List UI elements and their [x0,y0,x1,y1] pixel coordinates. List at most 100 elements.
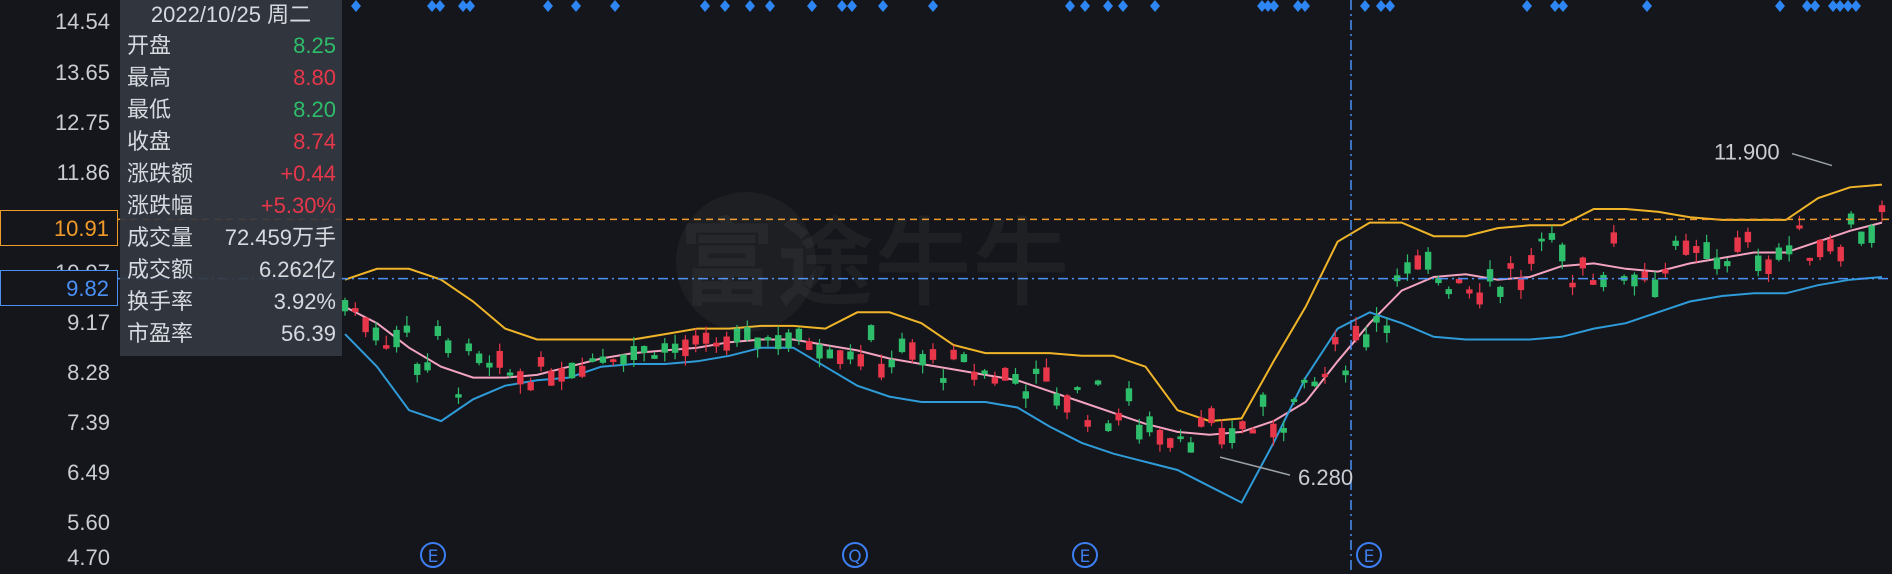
event-dot [1558,0,1568,12]
event-dot [807,0,817,12]
candle-body [836,350,844,365]
candle-body [1435,278,1442,284]
candle-body [527,382,534,391]
event-dot [928,0,938,12]
low-marker-label: 6.280 [1298,465,1353,490]
candle-body [950,349,957,360]
candle-body [1837,246,1844,262]
candle-body [1032,368,1040,374]
high-marker-label: 11.900 [1714,140,1780,165]
candle-body [640,346,648,353]
candle-body [1693,246,1700,253]
event-dot [351,0,361,12]
candle-body [1218,427,1226,445]
low-marker-leader [1219,456,1291,476]
candle-body [1559,244,1566,262]
candle-body [1125,388,1133,402]
candle-body [1270,423,1277,438]
candle-body [1084,420,1091,427]
candle-body [1373,316,1380,323]
info-row-close: 收盘 8.74 [120,126,342,158]
event-dot [1522,0,1532,12]
info-value: 8.20 [293,97,336,122]
candle-body [465,343,472,352]
candle-body [1332,337,1339,345]
event-dot [1150,0,1160,12]
candle-body [1105,423,1112,432]
candle-body [1352,325,1360,341]
info-value: +0.44 [280,161,336,186]
candle-body [1197,417,1205,427]
event-dot [1300,0,1310,12]
candle-body [1806,257,1813,261]
event-dot [1843,0,1853,12]
y-axis-label: 12.75 [54,110,110,135]
candle-body [1342,370,1349,376]
event-dot [1550,0,1560,12]
event-badge-earnings[interactable]: E [1072,542,1098,568]
candle-body [372,327,380,341]
y-axis-label: 6.49 [67,460,110,485]
candle-body [971,371,978,380]
candle-body [558,368,565,382]
candle-body [1579,257,1587,269]
candle-body [1136,424,1143,440]
candle-body [1012,374,1019,384]
candle-body [723,336,730,351]
candle-body [713,342,720,347]
candle-body [1424,251,1432,270]
info-label: 最高 [127,65,172,90]
ma-line-pink [344,221,1883,436]
current-price-tag: 10.91 [0,210,118,246]
candle-body [661,343,668,353]
candle-body [1569,282,1576,288]
candle-body [1239,421,1246,430]
info-row-change: 涨跌额 +0.44 [120,158,342,190]
event-dot [1802,0,1812,12]
candle-body [610,359,617,362]
candle-body [785,332,792,348]
candle-body [1775,247,1783,260]
event-badge-earnings[interactable]: E [420,542,446,568]
event-dot [1263,0,1273,12]
candle-body [1393,275,1401,282]
candle-body [888,359,895,368]
candle-body [1517,277,1525,291]
candle-body [1651,279,1659,298]
candle-body [1765,259,1772,274]
candle-body [981,370,988,375]
candle-body [991,377,999,384]
candle-body [568,362,576,379]
candle-body [867,325,875,341]
candle-body [1785,245,1793,255]
event-dot [543,0,553,12]
candle-body [826,349,834,359]
candle-body [1538,238,1545,242]
candle-body [1280,427,1287,433]
candle-body [1600,274,1607,288]
event-dot [435,0,445,12]
event-dot [427,0,437,12]
y-axis-label: 9.17 [67,310,110,335]
candle-body [414,363,421,375]
event-badge-earnings[interactable]: E [1356,542,1382,568]
info-label: 成交额 [127,257,194,282]
info-value: +5.30% [260,193,336,218]
event-dot [1360,0,1370,12]
candle-body [1868,225,1875,243]
candle-body [506,372,514,376]
candle-body [383,345,390,349]
candle-body [1404,262,1411,274]
event-dot [1293,0,1303,12]
candle-body [352,308,359,312]
candle-body [1001,367,1009,381]
info-label: 收盘 [127,129,172,154]
candle-body [362,317,369,333]
candle-body [1383,325,1391,334]
event-dot [745,0,755,12]
event-dot [1080,0,1090,12]
ma-line-blue [344,276,1883,504]
event-dot [465,0,475,12]
event-badge-quarterly[interactable]: Q [842,542,868,568]
